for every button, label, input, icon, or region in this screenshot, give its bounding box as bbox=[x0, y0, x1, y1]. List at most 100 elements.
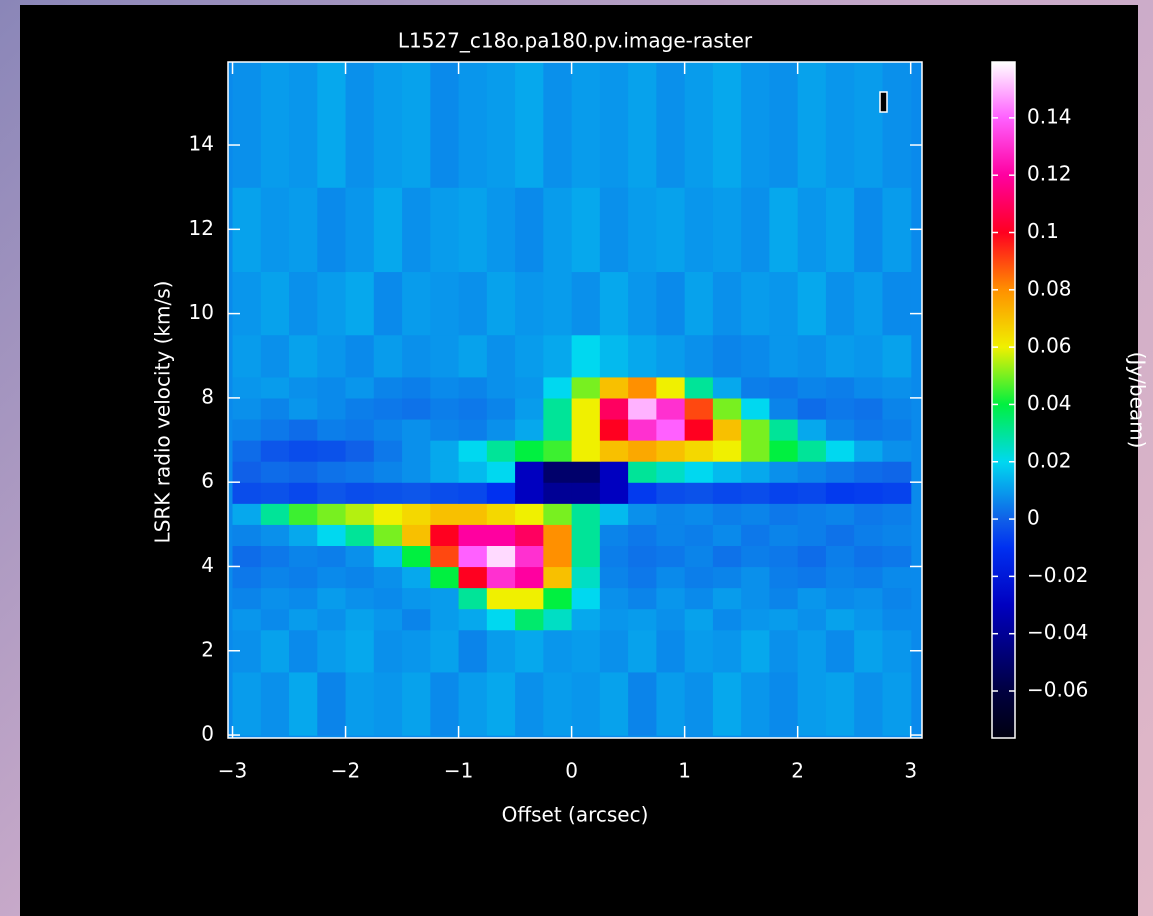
cell bbox=[571, 524, 601, 546]
cell bbox=[543, 418, 573, 441]
cell bbox=[402, 587, 431, 610]
cell bbox=[345, 608, 375, 631]
cell bbox=[797, 461, 827, 483]
cell bbox=[260, 524, 290, 546]
cell bbox=[345, 461, 375, 483]
cell bbox=[628, 503, 657, 525]
cell bbox=[599, 482, 629, 504]
cell bbox=[289, 334, 318, 378]
cell bbox=[486, 418, 516, 441]
cell bbox=[712, 461, 742, 483]
cell bbox=[571, 482, 601, 504]
cell bbox=[797, 440, 827, 462]
cell bbox=[628, 545, 657, 568]
cell bbox=[825, 671, 855, 736]
cell bbox=[656, 334, 686, 378]
cell bbox=[317, 397, 347, 420]
cell bbox=[317, 418, 347, 441]
cell bbox=[515, 271, 544, 336]
cell bbox=[882, 524, 912, 546]
cell bbox=[882, 461, 912, 483]
cell bbox=[599, 187, 629, 273]
cell bbox=[571, 397, 601, 420]
cell bbox=[599, 440, 629, 462]
cell bbox=[599, 418, 629, 441]
cell bbox=[628, 608, 657, 631]
cell bbox=[458, 545, 488, 568]
cell bbox=[486, 671, 516, 736]
cell bbox=[797, 397, 827, 420]
cell bbox=[769, 671, 799, 736]
cell bbox=[543, 461, 573, 483]
cell bbox=[854, 482, 884, 504]
cell bbox=[571, 671, 601, 736]
cell bbox=[797, 524, 827, 546]
cell bbox=[515, 418, 544, 441]
cell bbox=[430, 376, 460, 399]
cell bbox=[571, 271, 601, 336]
cell bbox=[684, 587, 714, 610]
cell bbox=[430, 418, 460, 441]
cell bbox=[260, 608, 290, 631]
cell bbox=[656, 629, 686, 673]
cell bbox=[599, 587, 629, 610]
cell bbox=[345, 587, 375, 610]
cell bbox=[373, 440, 403, 462]
cell bbox=[430, 482, 460, 504]
cell bbox=[260, 187, 290, 273]
cell bbox=[882, 418, 912, 441]
cell bbox=[741, 418, 771, 441]
cell bbox=[797, 187, 827, 273]
cell bbox=[402, 187, 431, 273]
cell bbox=[628, 587, 657, 610]
cell bbox=[515, 62, 544, 188]
cell bbox=[430, 187, 460, 273]
cell bbox=[373, 587, 403, 610]
cell bbox=[599, 271, 629, 336]
cell bbox=[317, 334, 347, 378]
cell bbox=[797, 587, 827, 610]
cell bbox=[854, 545, 884, 568]
cell bbox=[628, 418, 657, 441]
cell bbox=[741, 503, 771, 525]
cell bbox=[571, 566, 601, 589]
cell bbox=[684, 461, 714, 483]
cell bbox=[628, 334, 657, 378]
cell bbox=[684, 629, 714, 673]
cell bbox=[515, 503, 544, 525]
cell bbox=[741, 671, 771, 736]
cell bbox=[854, 629, 884, 673]
cell bbox=[543, 566, 573, 589]
cell bbox=[543, 608, 573, 631]
cell bbox=[515, 629, 544, 673]
cell bbox=[402, 334, 431, 378]
cell bbox=[260, 62, 290, 188]
cell bbox=[543, 271, 573, 336]
colorbar-tick-label: −0.04 bbox=[1027, 620, 1088, 644]
cell bbox=[797, 334, 827, 378]
cell bbox=[684, 671, 714, 736]
cell bbox=[232, 334, 262, 378]
cell bbox=[599, 503, 629, 525]
cell bbox=[402, 545, 431, 568]
cell bbox=[317, 62, 347, 188]
cell bbox=[825, 440, 855, 462]
cell bbox=[769, 629, 799, 673]
cell bbox=[684, 608, 714, 631]
cell bbox=[486, 503, 516, 525]
cell bbox=[317, 376, 347, 399]
cell bbox=[769, 503, 799, 525]
cell bbox=[260, 271, 290, 336]
cell bbox=[712, 62, 742, 188]
cell bbox=[769, 482, 799, 504]
cell bbox=[260, 418, 290, 441]
cell bbox=[628, 566, 657, 589]
cell bbox=[571, 608, 601, 631]
cell bbox=[345, 271, 375, 336]
cell bbox=[599, 62, 629, 188]
cell bbox=[402, 440, 431, 462]
cell bbox=[797, 62, 827, 188]
cell bbox=[317, 608, 347, 631]
y-tick-label: 8 bbox=[201, 384, 214, 408]
